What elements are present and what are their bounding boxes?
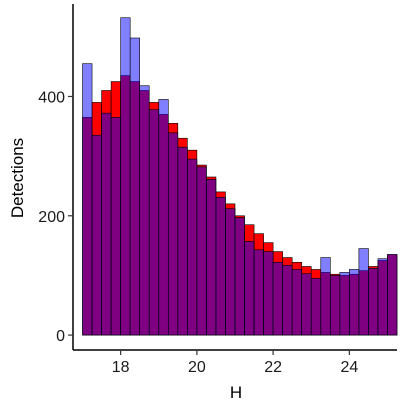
blue-bar-11: [187, 158, 198, 336]
blue-bar-5: [129, 37, 141, 336]
x-tick-label: 18: [112, 359, 130, 376]
blue-bar-29: [358, 248, 369, 336]
axes: 18 20 22 24 0 200 400: [38, 4, 397, 376]
blue-bar-8: [158, 99, 169, 336]
blue-bar-6: [139, 85, 150, 336]
blue-bar-19: [263, 251, 274, 336]
x-tick-label: 22: [264, 359, 282, 376]
series-blue-bars: [82, 17, 398, 336]
y-tick-label: 0: [56, 328, 65, 345]
blue-bar-23: [301, 273, 312, 336]
blue-bar-7: [148, 109, 160, 336]
blue-bar-9: [167, 132, 179, 336]
blue-bar-25: [320, 257, 331, 336]
blue-bar-32: [387, 254, 398, 336]
x-tick-label: 24: [340, 359, 358, 376]
x-axis-title: H: [230, 383, 242, 402]
y-axis-title: Detections: [8, 138, 27, 218]
blue-bar-18: [253, 249, 264, 336]
blue-bar-12: [196, 166, 207, 336]
blue-bar-1: [91, 134, 102, 336]
blue-bar-0: [82, 63, 93, 336]
y-tick-label: 200: [38, 209, 65, 226]
blue-bar-15: [225, 208, 236, 336]
y-tick-label: 400: [38, 89, 65, 106]
blue-bar-31: [377, 258, 388, 336]
x-tick-label: 20: [188, 359, 206, 376]
blue-bar-17: [244, 241, 255, 336]
blue-bar-28: [349, 269, 360, 336]
blue-bar-14: [215, 196, 226, 336]
blue-bar-30: [368, 267, 379, 336]
blue-bar-20: [272, 262, 283, 336]
blue-bar-2: [101, 112, 112, 336]
blue-bar-4: [120, 17, 131, 336]
blue-bar-16: [234, 217, 245, 336]
blue-bar-22: [291, 269, 303, 336]
blue-bar-27: [339, 272, 350, 336]
blue-bar-13: [206, 179, 217, 336]
blue-bar-21: [282, 264, 293, 336]
blue-bar-3: [110, 117, 121, 336]
blue-bar-10: [177, 146, 188, 336]
blue-bar-24: [310, 278, 322, 336]
blue-bar-26: [329, 275, 341, 336]
